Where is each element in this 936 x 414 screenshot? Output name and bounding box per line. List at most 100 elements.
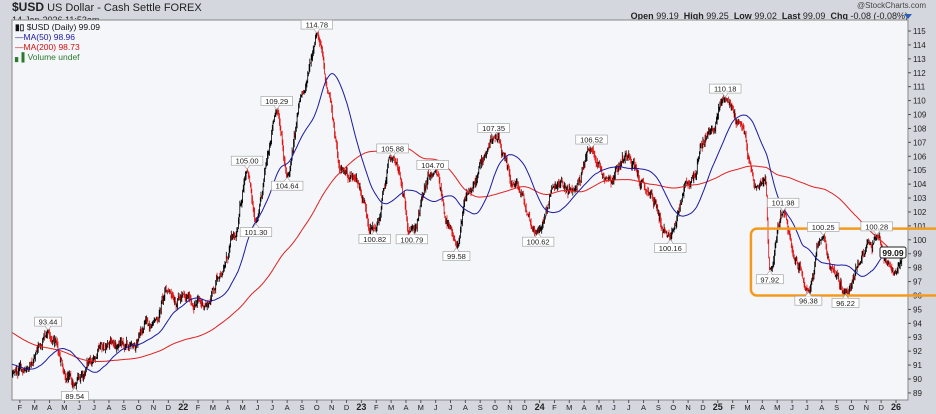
- y-tick-label: 98: [913, 264, 922, 273]
- x-tick-label: D: [344, 403, 350, 412]
- y-tick-label: 95: [913, 305, 922, 314]
- x-tick-label: S: [299, 403, 304, 412]
- y-tick-label: 107: [913, 138, 927, 147]
- x-tick-label: A: [403, 403, 408, 412]
- x-tick-label: A: [641, 403, 646, 412]
- x-tick-label: A: [463, 403, 468, 412]
- pivot-label: 106.52: [580, 136, 603, 145]
- price-bars: [12, 30, 905, 390]
- y-tick-label: 101: [913, 222, 927, 231]
- legend-ma50-text: MA(50) 98.96: [23, 32, 76, 42]
- highlight-box: [749, 227, 936, 297]
- pivot-pointer: [779, 207, 787, 212]
- pivot-pointer: [429, 169, 436, 174]
- x-tick-label: A: [819, 403, 824, 412]
- plot-area: [11, 19, 909, 401]
- pivot-label: 96.38: [799, 297, 818, 306]
- pivot-pointer: [805, 291, 812, 297]
- x-tick-label: A: [760, 403, 765, 412]
- x-tick-label: S: [478, 403, 483, 412]
- x-tick-label: J: [449, 403, 453, 412]
- pivot-pointer: [44, 325, 52, 331]
- y-tick-label: 110: [913, 97, 926, 106]
- high-value: 99.25: [706, 11, 729, 21]
- pivot-pointer: [766, 270, 774, 275]
- pivot-pointer: [588, 143, 595, 149]
- x-tick-label: N: [507, 403, 512, 412]
- x-tick-label: A: [285, 403, 290, 412]
- pivot-label: 110.18: [714, 85, 736, 94]
- pivot-pointer: [283, 176, 291, 182]
- chart-title: $USD US Dollar - Cash Settle FOREX: [12, 0, 202, 15]
- x-tick-label: N: [864, 403, 869, 412]
- x-tick-label: A: [106, 403, 111, 412]
- pivot-label: 101.30: [244, 228, 267, 237]
- high-label: High: [683, 11, 704, 21]
- x-tick-label: 22: [178, 402, 188, 412]
- x-tick-label: 26: [891, 402, 901, 412]
- y-tick-label: 108: [913, 124, 927, 133]
- y-tick-label: 114: [913, 41, 926, 50]
- pivot-pointer: [490, 132, 497, 137]
- y-tick-label: 93: [913, 333, 922, 342]
- y-tick-label: 90: [913, 375, 922, 384]
- line-icon: —: [15, 32, 24, 42]
- y-tick-label: 104: [913, 180, 927, 189]
- pivot-label: 100.25: [812, 223, 835, 232]
- legend-volume-text: Volume undef: [27, 52, 80, 62]
- symbol: $USD: [12, 0, 45, 14]
- copyright: @StockCharts.com: [856, 1, 926, 10]
- y-tick-label: 112: [913, 69, 926, 78]
- chg-down-arrow-icon[interactable]: [904, 14, 912, 19]
- last-price-label: 99.09: [882, 248, 904, 258]
- x-tick-label: A: [582, 403, 587, 412]
- y-tick-label: 100: [913, 236, 927, 245]
- x-tick-label: M: [744, 403, 750, 412]
- x-tick-label: 25: [713, 402, 723, 412]
- pivot-label: 105.88: [381, 144, 404, 153]
- pivot-label: 97.92: [760, 275, 779, 284]
- chg-label: Chg: [830, 11, 848, 21]
- pivot-pointer: [252, 223, 260, 228]
- ma200-line: [12, 146, 905, 362]
- legend-volume: ▖▌Volume undef: [15, 52, 80, 62]
- volume-bars-icon: ▖▌: [15, 52, 28, 62]
- x-tick-label: M: [774, 403, 780, 412]
- pivot-pointer: [408, 230, 416, 235]
- x-tick-label: O: [492, 403, 498, 412]
- y-tick-label: 97: [913, 278, 922, 287]
- x-tick-label: S: [121, 403, 126, 412]
- x-tick-label: D: [166, 403, 172, 412]
- low-value: 99.02: [754, 11, 777, 21]
- x-tick-label: N: [685, 403, 690, 412]
- y-tick-label: 94: [913, 319, 922, 328]
- x-tick-label: N: [151, 403, 156, 412]
- chg-value: -0.08 (-0.08%): [850, 11, 908, 21]
- pivot-label: 114.78: [306, 21, 328, 30]
- x-tick-label: M: [32, 403, 38, 412]
- y-tick-label: 92: [913, 347, 922, 356]
- x-tick-label: O: [670, 403, 676, 412]
- pivot-label: 99.58: [447, 252, 466, 261]
- open-label: Open: [630, 11, 654, 21]
- pivot-label: 107.35: [482, 124, 505, 133]
- x-tick-label: A: [225, 403, 230, 412]
- pivot-label: 104.70: [421, 161, 444, 170]
- y-tick-label: 91: [913, 361, 922, 370]
- y-tick-label: 103: [913, 194, 927, 203]
- pivot-pointer: [534, 232, 542, 238]
- ma50-line: [12, 73, 904, 373]
- y-tick-label: 115: [913, 27, 926, 36]
- pivot-pointer: [667, 239, 674, 244]
- x-tick-label: 24: [535, 402, 545, 412]
- y-tick-label: 111: [913, 83, 926, 92]
- x-tick-label: M: [210, 403, 216, 412]
- x-tick-label: F: [374, 403, 379, 412]
- x-tick-label: D: [700, 403, 706, 412]
- pivot-pointer: [453, 247, 460, 252]
- x-tick-label: D: [522, 403, 528, 412]
- last-label: Last: [781, 11, 801, 21]
- x-tick-label: J: [434, 403, 438, 412]
- legend-price: ▮▯ $USD (Daily) 99.09: [15, 22, 100, 32]
